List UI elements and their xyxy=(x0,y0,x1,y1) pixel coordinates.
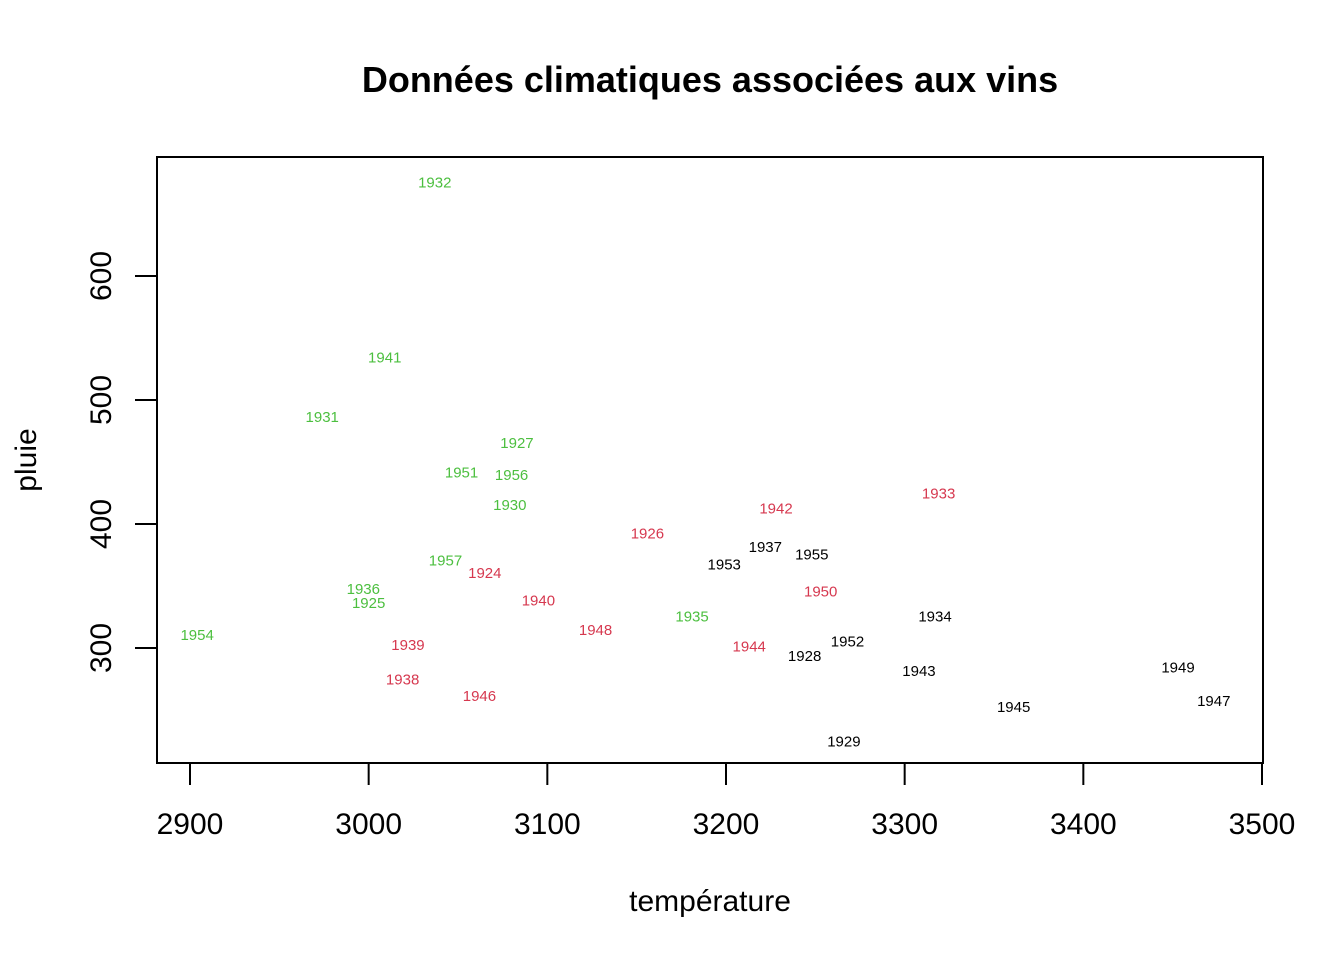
point-label-1927: 1927 xyxy=(500,435,533,452)
point-label-1953: 1953 xyxy=(708,556,741,573)
point-label-1951: 1951 xyxy=(445,465,478,482)
x-tick-label: 3100 xyxy=(514,808,581,841)
x-tick-label: 3500 xyxy=(1229,808,1296,841)
point-label-1940: 1940 xyxy=(522,592,555,609)
y-tick-label: 600 xyxy=(85,251,118,301)
plot-frame xyxy=(156,156,1264,764)
chart-title: Données climatiques associées aux vins xyxy=(362,59,1058,100)
point-label-1950: 1950 xyxy=(804,584,837,601)
point-label-1956: 1956 xyxy=(495,467,528,484)
point-label-1924: 1924 xyxy=(468,565,501,582)
y-axis-label: pluie xyxy=(10,428,43,491)
point-label-1933: 1933 xyxy=(922,486,955,503)
point-label-1942: 1942 xyxy=(759,501,792,518)
point-label-1928: 1928 xyxy=(788,648,821,665)
x-tick-label: 3200 xyxy=(693,808,760,841)
point-label-1944: 1944 xyxy=(733,638,766,655)
y-tick-label: 400 xyxy=(85,499,118,549)
point-label-1946: 1946 xyxy=(463,688,496,705)
point-label-1925: 1925 xyxy=(352,595,385,612)
x-tick-label: 3000 xyxy=(335,808,402,841)
point-label-1929: 1929 xyxy=(827,734,860,751)
point-label-1941: 1941 xyxy=(368,349,401,366)
y-tick-label: 300 xyxy=(85,623,118,673)
y-axis: 300 400 500 600 xyxy=(85,251,158,673)
point-label-1938: 1938 xyxy=(386,672,419,689)
point-label-1954: 1954 xyxy=(180,627,213,644)
point-label-1932: 1932 xyxy=(418,175,451,192)
point-label-1930: 1930 xyxy=(493,497,526,514)
y-tick-label: 500 xyxy=(85,375,118,425)
data-points: 1932 1941 1931 1927 1951 1956 1930 1957 19361925… xyxy=(180,175,1230,751)
point-label-1939: 1939 xyxy=(391,637,424,654)
x-axis: 2900 3000 3100 3200 3300 3400 3500 xyxy=(157,762,1296,841)
point-label-1937: 1937 xyxy=(749,539,782,556)
point-label-1926: 1926 xyxy=(631,525,664,542)
point-label-1955: 1955 xyxy=(795,547,828,564)
x-axis-label: température xyxy=(629,885,791,918)
point-label-1949: 1949 xyxy=(1161,659,1194,676)
point-label-1948: 1948 xyxy=(579,622,612,639)
point-label-1943: 1943 xyxy=(902,663,935,680)
x-tick-label: 2900 xyxy=(157,808,224,841)
point-label-1935: 1935 xyxy=(675,609,708,626)
point-label-1952: 1952 xyxy=(831,633,864,650)
point-label-1934: 1934 xyxy=(918,609,951,626)
point-label-1957: 1957 xyxy=(429,553,462,570)
point-label-1945: 1945 xyxy=(997,699,1030,716)
x-tick-label: 3300 xyxy=(871,808,938,841)
point-label-1947: 1947 xyxy=(1197,693,1230,710)
point-label-1931: 1931 xyxy=(306,409,339,426)
point-label-1936: 1936 xyxy=(347,581,380,598)
x-tick-label: 3400 xyxy=(1050,808,1117,841)
